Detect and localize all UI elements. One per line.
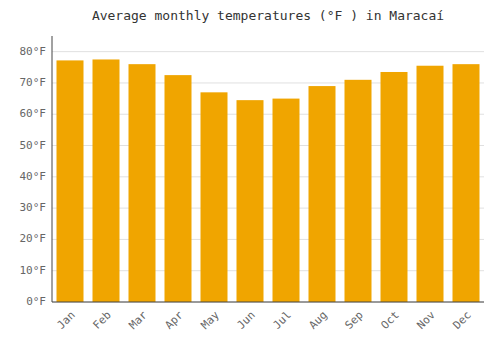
bar — [417, 66, 444, 302]
y-tick-label: 50°F — [20, 139, 47, 152]
y-tick-label: 60°F — [20, 107, 47, 120]
bar — [165, 75, 192, 302]
x-tick-label: Jun — [235, 309, 258, 332]
bar — [381, 72, 408, 302]
x-tick-label: Feb — [91, 309, 114, 332]
grid-line — [52, 51, 484, 52]
title: Average monthly temperatures (°F ) in Ma… — [92, 8, 444, 23]
bars — [57, 59, 480, 302]
bar — [237, 100, 264, 302]
chart-container: 0°F 10°F 20°F 30°F 40°F 50°F 60°F 70°F 80°F Jan Fe… — [0, 0, 500, 350]
y-tick-label: 70°F — [20, 76, 47, 89]
bar — [57, 60, 84, 302]
y-tick-label: 30°F — [20, 201, 47, 214]
x-tick-label: Apr — [163, 308, 187, 332]
bar — [273, 99, 300, 302]
chart-svg: 0°F 10°F 20°F 30°F 40°F 50°F 60°F 70°F 80°F Jan Fe… — [0, 0, 500, 350]
x-tick-label: May — [199, 308, 223, 332]
grid-line — [52, 302, 484, 303]
x-tick-label: Oct — [379, 309, 402, 332]
x-tick-label: Sep — [343, 309, 366, 332]
x-tick-label: Mar — [127, 308, 151, 332]
bar — [345, 80, 372, 302]
y-tick-label: 40°F — [20, 170, 47, 183]
x-tick-label: Aug — [307, 309, 330, 332]
x-tick-label: Nov — [415, 308, 439, 332]
bar — [201, 92, 228, 302]
bar — [309, 86, 336, 302]
bar — [453, 64, 480, 302]
x-tick-label: Dec — [451, 309, 474, 332]
bar — [129, 64, 156, 302]
y-tick-label: 10°F — [20, 264, 47, 277]
y-axis-line — [52, 36, 53, 302]
x-axis-line — [52, 302, 484, 303]
bar — [93, 59, 120, 302]
x-tick-label: Jan — [55, 309, 78, 332]
x-tick-label: Jul — [271, 309, 294, 332]
y-tick-label: 80°F — [20, 45, 47, 58]
x-ticks: Jan Feb Mar Apr May Jun Jul Aug Sep Oct Nov Dec — [55, 308, 474, 332]
y-tick-label: 20°F — [20, 232, 47, 245]
y-ticks: 0°F 10°F 20°F 30°F 40°F 50°F 60°F 70°F 80°F — [20, 45, 47, 308]
grid — [52, 52, 484, 302]
y-tick-label: 0°F — [26, 295, 46, 308]
